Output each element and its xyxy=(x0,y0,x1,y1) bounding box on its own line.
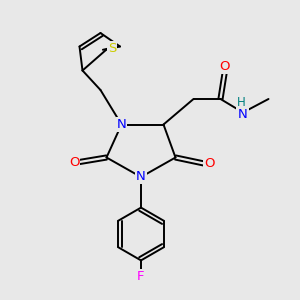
Text: O: O xyxy=(220,60,230,74)
Text: F: F xyxy=(137,270,145,284)
Text: N: N xyxy=(238,107,248,121)
Text: S: S xyxy=(108,41,116,55)
Text: H: H xyxy=(237,96,246,109)
Text: O: O xyxy=(69,155,79,169)
Text: O: O xyxy=(204,157,215,170)
Text: N: N xyxy=(136,170,146,184)
Text: N: N xyxy=(117,118,126,131)
